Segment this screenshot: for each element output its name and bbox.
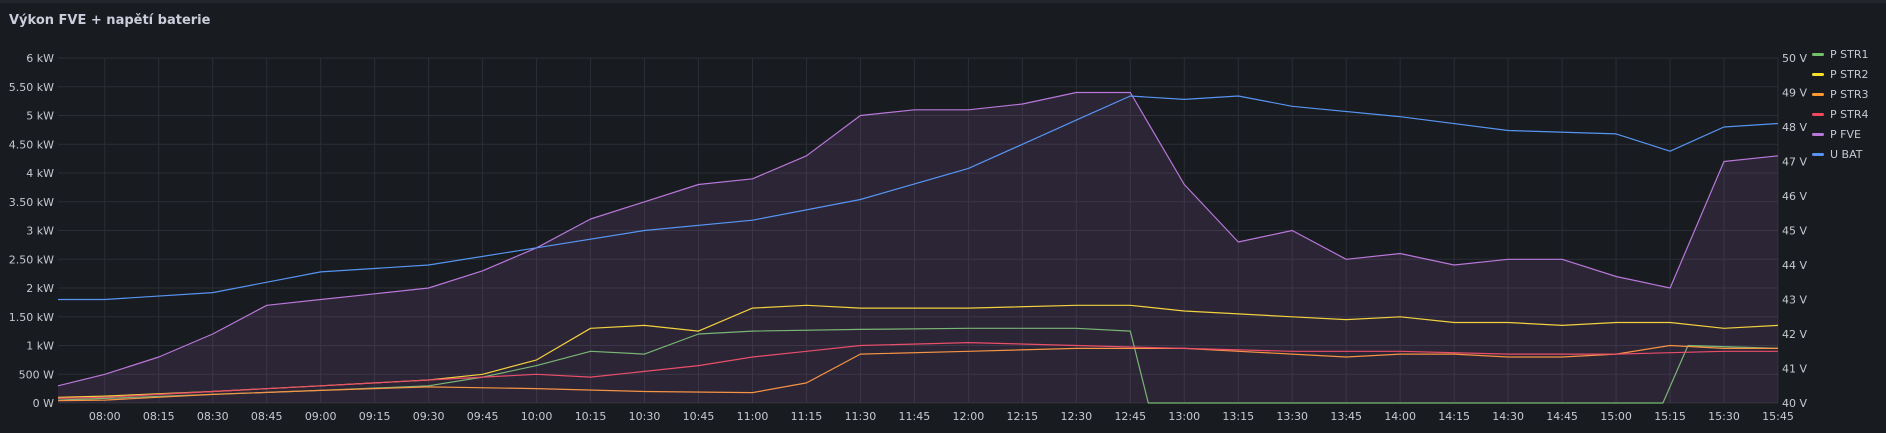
x-tick-label: 14:00 [1384, 410, 1416, 423]
x-tick-label: 10:15 [575, 410, 607, 423]
x-tick-label: 13:30 [1276, 410, 1308, 423]
x-tick-label: 12:15 [1006, 410, 1038, 423]
x-tick-label: 11:30 [845, 410, 877, 423]
y-right-tick-label: 46 V [1782, 190, 1807, 203]
panel-top-border [0, 0, 1886, 3]
y-left-tick-label: 3 kW [26, 225, 54, 238]
y-left-tick-label: 0 W [33, 397, 54, 410]
y-left-tick-label: 6 kW [26, 52, 54, 65]
grid [58, 57, 1779, 404]
legend-label: P STR1 [1830, 47, 1869, 61]
y-axis-right: 40 V 41 V 42 V 43 V 44 V 45 V 46 V 47 V 48 V 49 V… [1782, 52, 1807, 410]
x-tick-label: 10:45 [683, 410, 715, 423]
y-right-tick-label: 49 V [1782, 87, 1807, 100]
y-right-tick-label: 50 V [1782, 52, 1807, 65]
legend-label: P STR4 [1830, 107, 1869, 121]
legend-label: P STR3 [1830, 87, 1869, 101]
legend-item[interactable]: P STR1 [1812, 44, 1868, 64]
legend-item[interactable]: U BAT [1812, 144, 1868, 164]
x-tick-label: 09:45 [467, 410, 499, 423]
x-tick-label: 13:45 [1330, 410, 1362, 423]
y-right-tick-label: 47 V [1782, 156, 1807, 169]
y-right-tick-label: 40 V [1782, 397, 1807, 410]
x-tick-label: 12:00 [953, 410, 985, 423]
x-tick-label: 09:15 [359, 410, 391, 423]
x-tick-label: 08:00 [89, 410, 121, 423]
y-left-tick-label: 4.50 kW [9, 138, 54, 151]
legend-swatch [1812, 72, 1824, 76]
y-axis-left: 0 W 500 W 1 kW 1.50 kW 2 kW 2.50 kW 3 kW 3.50 k… [9, 52, 54, 410]
series-line-p-str2 [57, 304, 1779, 398]
x-tick-label: 10:00 [521, 410, 553, 423]
y-right-tick-label: 44 V [1782, 259, 1807, 272]
x-tick-label: 12:45 [1114, 410, 1146, 423]
legend-label: P STR2 [1830, 67, 1869, 81]
x-tick-label: 14:45 [1546, 410, 1578, 423]
x-tick-label: 13:15 [1222, 410, 1254, 423]
legend-swatch [1812, 52, 1824, 56]
legend-item[interactable]: P STR2 [1812, 64, 1868, 84]
series-layer [57, 91, 1779, 404]
series-line-p-fve [57, 91, 1779, 387]
x-tick-label: 15:30 [1708, 410, 1740, 423]
x-tick-label: 15:15 [1654, 410, 1686, 423]
legend-label: P FVE [1830, 127, 1861, 141]
x-tick-label: 08:15 [143, 410, 175, 423]
legend-item[interactable]: P FVE [1812, 124, 1868, 144]
legend-item[interactable]: P STR3 [1812, 84, 1868, 104]
y-left-tick-label: 5 kW [26, 110, 54, 123]
x-tick-label: 09:00 [305, 410, 337, 423]
x-axis: 08:00 08:15 08:30 08:45 09:00 09:15 09:30 09:45… [89, 410, 1794, 423]
y-left-tick-label: 5.50 kW [9, 81, 54, 94]
x-tick-label: 12:30 [1060, 410, 1092, 423]
x-tick-label: 08:45 [251, 410, 283, 423]
x-tick-label: 15:00 [1600, 410, 1632, 423]
series-line-p-str3 [57, 344, 1778, 402]
legend-swatch [1812, 132, 1824, 136]
legend-label: U BAT [1830, 147, 1863, 161]
x-tick-label: 14:15 [1438, 410, 1470, 423]
legend-swatch [1812, 92, 1824, 96]
x-tick-label: 10:30 [629, 410, 661, 423]
series-line-u-bat [58, 95, 1779, 301]
series-area-p-fve [58, 92, 1778, 403]
x-tick-label: 15:45 [1762, 410, 1794, 423]
y-left-tick-label: 2 kW [26, 282, 54, 295]
legend: P STR1 P STR2 P STR3 P STR4 P FVE U BAT [1812, 44, 1868, 164]
y-right-tick-label: 43 V [1782, 294, 1807, 307]
y-left-tick-label: 1.50 kW [9, 311, 54, 324]
x-tick-label: 14:30 [1492, 410, 1524, 423]
x-tick-label: 08:30 [197, 410, 229, 423]
legend-swatch [1812, 152, 1824, 156]
y-right-tick-label: 41 V [1782, 363, 1807, 376]
x-tick-label: 09:30 [413, 410, 445, 423]
x-tick-label: 11:45 [899, 410, 931, 423]
series-line-p-str4 [57, 342, 1778, 399]
panel-title[interactable]: Výkon FVE + napětí baterie [9, 13, 211, 28]
y-right-tick-label: 45 V [1782, 225, 1807, 238]
x-tick-label: 13:00 [1168, 410, 1200, 423]
legend-swatch [1812, 112, 1824, 116]
y-right-tick-label: 42 V [1782, 328, 1807, 341]
x-tick-label: 11:00 [737, 410, 769, 423]
y-left-tick-label: 2.50 kW [9, 253, 54, 266]
y-left-tick-label: 500 W [19, 368, 54, 381]
y-left-tick-label: 1 kW [26, 340, 54, 353]
y-right-tick-label: 48 V [1782, 121, 1807, 134]
y-left-tick-label: 4 kW [26, 167, 54, 180]
legend-item[interactable]: P STR4 [1812, 104, 1868, 124]
x-tick-label: 11:15 [791, 410, 823, 423]
y-left-tick-label: 3.50 kW [9, 196, 54, 209]
series-line-p-str1 [57, 327, 1779, 404]
